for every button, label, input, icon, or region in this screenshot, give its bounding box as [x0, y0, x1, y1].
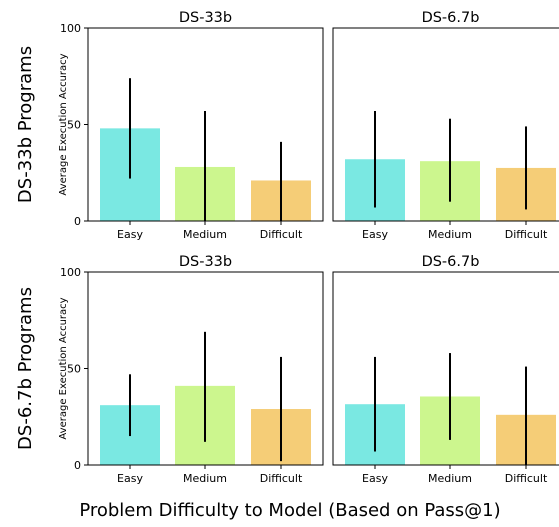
x-tick-label: Easy — [362, 228, 388, 241]
y-tick-label: 0 — [74, 459, 81, 472]
x-tick-label: Easy — [117, 472, 143, 485]
panels: DS-33b Easy Medium Difficult 0 50 100 Average E… — [58, 10, 559, 485]
y-tick-label: 50 — [67, 119, 81, 132]
row-label: DS-33b Programs — [15, 46, 36, 203]
x-tick-label: Difficult — [260, 472, 303, 485]
y-tick-label: 0 — [74, 215, 81, 228]
x-tick-label: Medium — [183, 228, 227, 241]
subplot-title: DS-6.7b — [422, 10, 480, 26]
x-tick-label: Difficult — [505, 228, 548, 241]
x-tick-label: Difficult — [260, 228, 303, 241]
subplot-3: DS-33b Easy Medium Difficult 0 50 100 Average E… — [58, 254, 324, 485]
axes-frame — [87, 271, 324, 466]
x-tick-label: Easy — [362, 472, 388, 485]
subplot-1: DS-33b Easy Medium Difficult 0 50 100 Average E… — [58, 10, 324, 241]
row-label: DS-6.7b Programs — [15, 287, 36, 450]
x-tick-label: Easy — [117, 228, 143, 241]
axes-frame — [332, 27, 559, 222]
subplot-2: DS-6.7b Easy Medium Difficult — [332, 10, 559, 241]
row-label-group: DS-33b Programs DS-6.7b Programs — [15, 46, 36, 450]
subplot-title: DS-33b — [179, 254, 232, 270]
y-tick-label: 100 — [60, 22, 81, 35]
x-tick-label: Difficult — [505, 472, 548, 485]
y-tick-label: 50 — [67, 363, 81, 376]
subplot-4: DS-6.7b Easy Medium Difficult — [332, 254, 559, 485]
y-axis-label: Average Execution Accuracy — [58, 297, 69, 439]
x-tick-label: Medium — [428, 228, 472, 241]
x-tick-label: Medium — [428, 472, 472, 485]
x-axis-title: Problem Difficulty to Model (Based on Pa… — [79, 500, 500, 521]
axes-frame — [87, 27, 324, 222]
subplot-title: DS-6.7b — [422, 254, 480, 270]
y-tick-label: 100 — [60, 266, 81, 279]
y-axis-label: Average Execution Accuracy — [58, 53, 69, 195]
x-tick-label: Medium — [183, 472, 227, 485]
axes-frame — [332, 271, 559, 466]
subplot-title: DS-33b — [179, 10, 232, 26]
